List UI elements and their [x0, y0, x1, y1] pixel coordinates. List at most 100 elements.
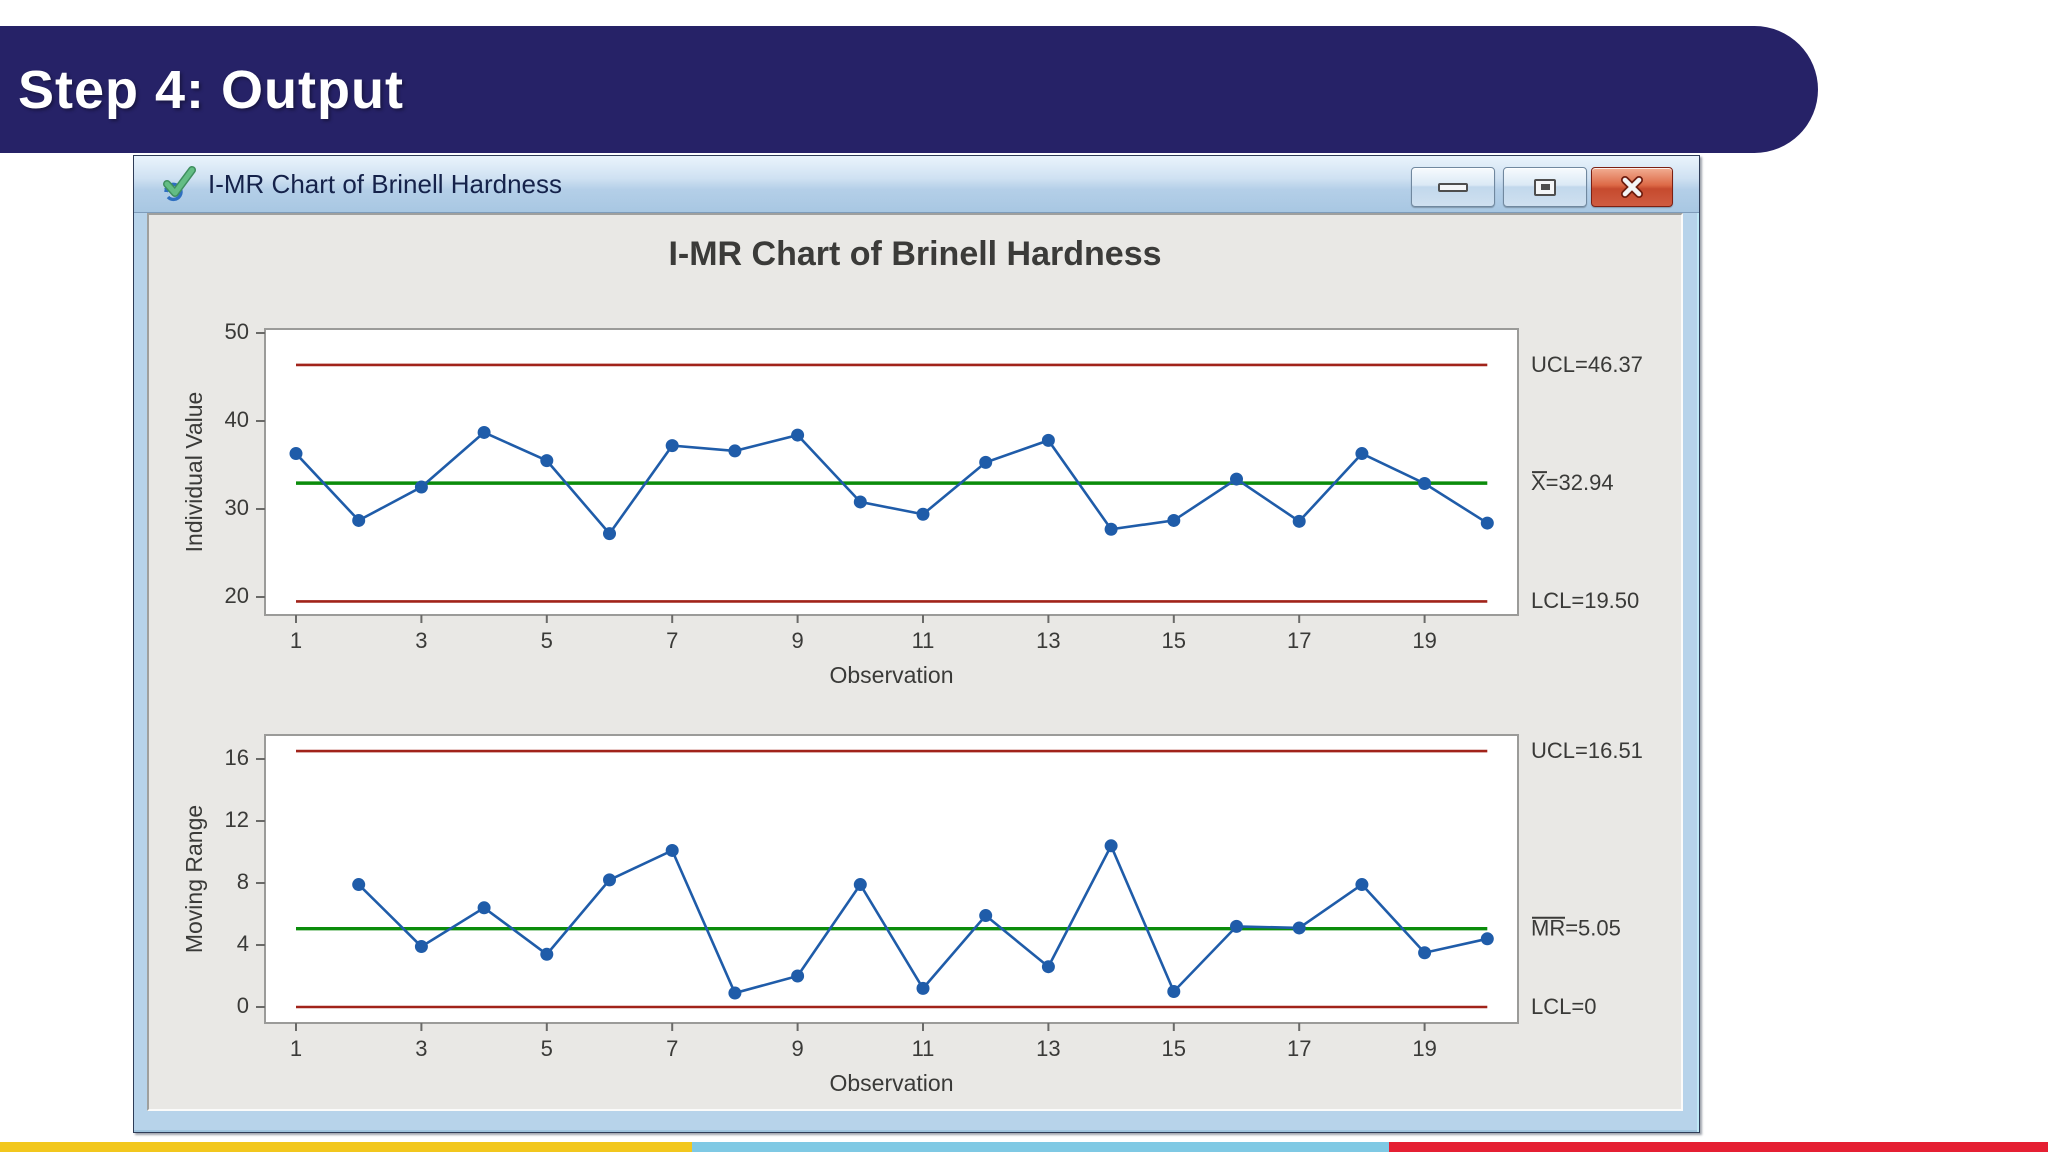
individuals-chart-limit-label: LCL=19.50 [1531, 588, 1639, 613]
x-tick-label: 17 [1287, 1036, 1311, 1061]
close-icon [1621, 176, 1643, 198]
individuals-chart-y-axis-title: Individual Value [181, 392, 207, 553]
data-point [477, 901, 491, 915]
y-tick-label: 30 [225, 495, 249, 520]
x-tick-label: 9 [791, 1036, 803, 1061]
footer-stripe-red [1389, 1142, 2048, 1152]
data-point [603, 527, 616, 541]
data-point [477, 425, 491, 439]
data-point [1355, 878, 1369, 892]
footer-stripe [0, 1142, 2048, 1152]
x-tick-label: 13 [1036, 628, 1060, 653]
individuals-chart-x-axis-title: Observation [829, 662, 953, 688]
minimize-icon [1438, 182, 1468, 192]
y-tick-label: 20 [225, 583, 249, 608]
data-point [1104, 839, 1118, 853]
data-point [540, 454, 554, 468]
moving-range-chart-plot-area [264, 734, 1519, 1024]
y-tick-label: 4 [237, 931, 249, 956]
x-tick-label: 7 [666, 1036, 678, 1061]
x-tick-label: 5 [541, 1036, 553, 1061]
data-point [916, 507, 930, 521]
moving-range-chart-limit-label: MR=5.05 [1531, 916, 1621, 941]
x-tick-label: 19 [1412, 1036, 1436, 1061]
window-titlebar[interactable]: I-MR Chart of Brinell Hardness [134, 156, 1699, 213]
slide-header-banner: Step 4: Output [0, 26, 1818, 153]
x-tick-label: 15 [1162, 1036, 1186, 1061]
data-point [1292, 514, 1306, 528]
restore-icon [1534, 178, 1556, 196]
graph-title: I-MR Chart of Brinell Hardness [668, 235, 1162, 273]
data-point [414, 480, 428, 494]
data-point [791, 428, 805, 442]
individuals-chart-limit-label: X=32.94 [1531, 470, 1614, 495]
y-tick-label: 16 [225, 745, 249, 770]
data-point [665, 843, 679, 857]
window-title: I-MR Chart of Brinell Hardness [208, 169, 562, 199]
data-point [979, 455, 993, 469]
x-tick-label: 5 [541, 628, 553, 653]
x-tick-label: 13 [1036, 1036, 1060, 1061]
data-point [1230, 919, 1243, 933]
data-point [916, 981, 930, 995]
data-point [1104, 522, 1118, 536]
x-tick-label: 3 [415, 1036, 427, 1061]
x-tick-label: 3 [415, 628, 427, 653]
x-tick-label: 17 [1287, 628, 1311, 653]
data-point [1167, 985, 1181, 998]
data-point [1480, 932, 1494, 946]
data-point [728, 986, 742, 1000]
data-point [728, 444, 742, 458]
data-point [352, 878, 366, 892]
slide-title: Step 4: Output [18, 59, 404, 120]
x-tick-label: 7 [666, 628, 678, 653]
data-point [1355, 447, 1369, 461]
moving-range-chart-limit-label: UCL=16.51 [1531, 738, 1643, 763]
data-point [352, 513, 366, 527]
close-button[interactable] [1591, 167, 1673, 207]
data-point [1480, 516, 1494, 530]
individuals-chart-series-line [295, 430, 1488, 536]
x-tick-label: 19 [1412, 628, 1436, 653]
y-tick-label: 40 [225, 407, 249, 432]
data-point [1292, 921, 1306, 935]
footer-stripe-yellow [0, 1142, 692, 1152]
moving-range-chart-limit-label: LCL=0 [1531, 994, 1596, 1019]
x-tick-label: 15 [1162, 628, 1186, 653]
graph-panel: I-MR Chart of Brinell Hardness 20 30 40 50 1… [147, 213, 1683, 1111]
data-point [853, 495, 867, 509]
y-tick-label: 8 [237, 869, 249, 894]
minitab-graph-window: I-MR Chart of Brinell Hardness I-MR Char… [133, 155, 1700, 1133]
data-point [540, 947, 554, 961]
data-point [603, 873, 616, 887]
moving-range-chart-x-axis-title: Observation [829, 1070, 953, 1096]
y-tick-label: 50 [225, 319, 249, 344]
data-point [1167, 513, 1181, 527]
y-tick-label: 0 [237, 993, 249, 1018]
data-point [791, 969, 805, 983]
individuals-chart-limit-label: UCL=46.37 [1531, 352, 1643, 377]
data-point [1418, 946, 1432, 960]
data-point [979, 909, 993, 923]
footer-stripe-blue [692, 1142, 1389, 1152]
minimize-button[interactable] [1411, 167, 1495, 207]
data-point [414, 940, 428, 954]
minitab-graph-check-icon [158, 165, 196, 203]
x-tick-label: 1 [290, 1036, 302, 1061]
individuals-chart-plot-area [264, 328, 1519, 616]
data-point [665, 439, 679, 453]
data-point [1041, 433, 1055, 447]
x-tick-label: 1 [290, 628, 302, 653]
data-point [289, 447, 303, 461]
x-tick-label: 11 [912, 1036, 935, 1061]
data-point [1230, 472, 1243, 486]
data-point [1418, 476, 1432, 490]
data-point [1041, 960, 1055, 974]
moving-range-chart-y-axis-title: Moving Range [181, 805, 207, 953]
y-tick-label: 12 [225, 807, 249, 832]
restore-button[interactable] [1503, 167, 1587, 207]
x-tick-label: 11 [912, 628, 935, 653]
x-tick-label: 9 [791, 628, 803, 653]
data-point [853, 878, 867, 892]
